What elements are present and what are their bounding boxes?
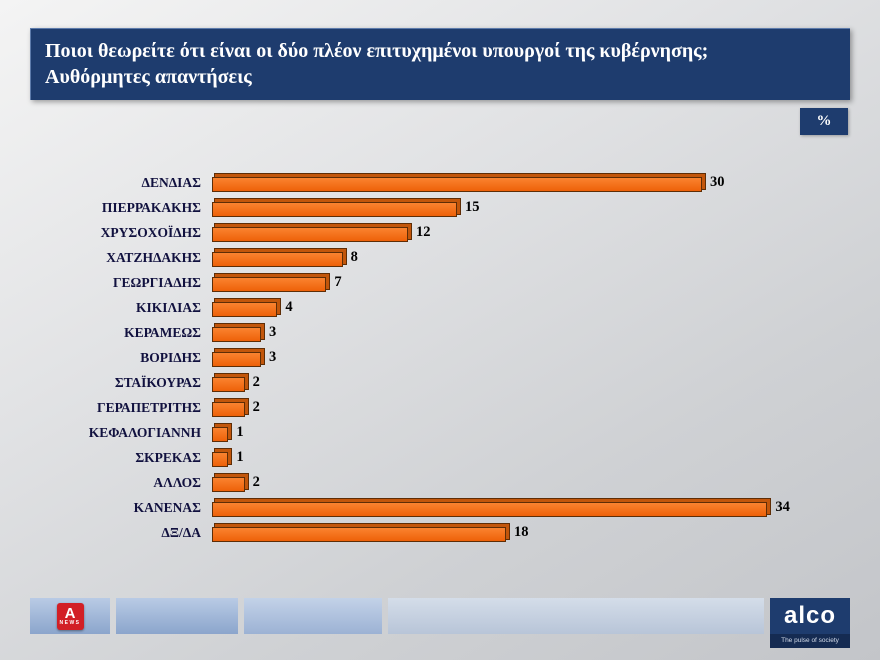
category-label: ΚΕΦΑΛΟΓΙΑΝΝΗ bbox=[88, 424, 201, 440]
bar-track: 12 bbox=[212, 220, 800, 245]
bar-track: 3 bbox=[212, 345, 800, 370]
bar bbox=[212, 276, 327, 292]
bar-track: 2 bbox=[212, 395, 800, 420]
chart-row: ΚΕΡΑΜΕΩΣ 3 bbox=[30, 320, 800, 345]
category-label: ΣΤΑΪΚΟΥΡΑΣ bbox=[114, 374, 201, 390]
category-label: ΚΙΚΙΛΙΑΣ bbox=[135, 299, 201, 315]
category-label: ΔΕΝΔΙΑΣ bbox=[141, 174, 201, 190]
alpha-logo-news-label: NEWS bbox=[59, 619, 81, 626]
chart-row: ΓΕΩΡΓΙΑΔΗΣ 7 bbox=[30, 270, 800, 295]
chart-row: ΚΙΚΙΛΙΑΣ 4 bbox=[30, 295, 800, 320]
value-label: 34 bbox=[775, 499, 790, 515]
bar-track: 18 bbox=[212, 520, 800, 545]
category-label: ΔΞ/ΔΑ bbox=[161, 524, 201, 540]
bar bbox=[212, 376, 245, 392]
bar bbox=[212, 451, 229, 467]
bar bbox=[212, 351, 261, 367]
footer-block-alpha: A NEWS bbox=[30, 598, 110, 634]
bar bbox=[212, 251, 343, 267]
bar-track: 30 bbox=[212, 170, 800, 195]
category-label: ΣΚΡΕΚΑΣ bbox=[135, 449, 201, 465]
bar bbox=[212, 476, 245, 492]
chart-row: ΔΞ/ΔΑ 18 bbox=[30, 520, 800, 545]
bar-track: 34 bbox=[212, 495, 800, 520]
bar bbox=[212, 401, 245, 417]
bar bbox=[212, 426, 229, 442]
value-label: 15 bbox=[465, 199, 480, 215]
percent-unit-badge: % bbox=[800, 108, 848, 135]
category-label: ΓΕΩΡΓΙΑΔΗΣ bbox=[112, 274, 201, 290]
value-label: 18 bbox=[514, 524, 529, 540]
chart-row: ΣΚΡΕΚΑΣ 1 bbox=[30, 445, 800, 470]
chart-row: ΠΙΕΡΡΑΚΑΚΗΣ 15 bbox=[30, 195, 800, 220]
chart-row: ΒΟΡΙΔΗΣ 3 bbox=[30, 345, 800, 370]
bar bbox=[212, 326, 261, 342]
chart-row: ΣΤΑΪΚΟΥΡΑΣ 2 bbox=[30, 370, 800, 395]
title-line-1: Ποιοι θεωρείτε ότι είναι οι δύο πλέον επ… bbox=[45, 40, 709, 62]
category-label: ΚΕΡΑΜΕΩΣ bbox=[124, 324, 201, 340]
value-label: 1 bbox=[236, 449, 244, 465]
footer-block-2 bbox=[116, 598, 238, 634]
bar bbox=[212, 201, 457, 217]
bar bbox=[212, 226, 408, 242]
footer-block-3 bbox=[244, 598, 382, 634]
bar bbox=[212, 526, 506, 542]
category-label: ΧΑΤΖΗΔΑΚΗΣ bbox=[106, 249, 201, 265]
value-label: 4 bbox=[285, 299, 293, 315]
alpha-logo-letter: A bbox=[64, 604, 76, 622]
bar-chart: ΔΕΝΔΙΑΣ 30 ΠΙΕΡΡΑΚΑΚΗΣ 15 ΧΡΥΣΟΧΟΪΔΗΣ 12 ΧΑΤΖΗ… bbox=[30, 170, 800, 545]
alco-logo: alco bbox=[783, 602, 837, 629]
bar-track: 1 bbox=[212, 420, 800, 445]
bar-track: 15 bbox=[212, 195, 800, 220]
chart-row: ΧΑΤΖΗΔΑΚΗΣ 8 bbox=[30, 245, 800, 270]
category-label: ΒΟΡΙΔΗΣ bbox=[140, 349, 201, 365]
value-label: 3 bbox=[269, 349, 277, 365]
category-label: ΑΛΛΟΣ bbox=[153, 474, 201, 490]
value-label: 12 bbox=[416, 224, 431, 240]
bar-track: 4 bbox=[212, 295, 800, 320]
alpha-news-logo: A NEWS bbox=[56, 602, 84, 630]
bar-track: 3 bbox=[212, 320, 800, 345]
bar-track: 8 bbox=[212, 245, 800, 270]
value-label: 3 bbox=[269, 324, 277, 340]
chart-row: ΑΛΛΟΣ 2 bbox=[30, 470, 800, 495]
value-label: 7 bbox=[334, 274, 342, 290]
bar-track: 7 bbox=[212, 270, 800, 295]
title-line-2: Αυθόρμητες απαντήσεις bbox=[45, 66, 252, 89]
chart-row: ΔΕΝΔΙΑΣ 30 bbox=[30, 170, 800, 195]
bar-track: 2 bbox=[212, 370, 800, 395]
value-label: 2 bbox=[252, 399, 260, 415]
bar-track: 2 bbox=[212, 470, 800, 495]
bar-chart-rows: ΔΕΝΔΙΑΣ 30 ΠΙΕΡΡΑΚΑΚΗΣ 15 ΧΡΥΣΟΧΟΪΔΗΣ 12 ΧΑΤΖΗ… bbox=[30, 170, 800, 545]
value-label: 1 bbox=[236, 424, 244, 440]
category-label: ΓΕΡΑΠΕΤΡΙΤΗΣ bbox=[97, 399, 201, 415]
chart-title-bar: Ποιοι θεωρείτε ότι είναι οι δύο πλέον επ… bbox=[30, 28, 850, 100]
bar-track: 1 bbox=[212, 445, 800, 470]
alco-logo-block: alco The pulse of society bbox=[770, 598, 850, 648]
chart-row: ΚΑΝΕΝΑΣ 34 bbox=[30, 495, 800, 520]
value-label: 2 bbox=[252, 374, 260, 390]
value-label: 8 bbox=[350, 249, 358, 265]
footer-strip: A NEWS alco The pulse of society bbox=[30, 598, 850, 648]
bar bbox=[212, 501, 768, 517]
value-label: 2 bbox=[252, 474, 260, 490]
category-label: ΧΡΥΣΟΧΟΪΔΗΣ bbox=[100, 224, 201, 240]
bar bbox=[212, 301, 278, 317]
bar bbox=[212, 176, 702, 192]
chart-row: ΧΡΥΣΟΧΟΪΔΗΣ 12 bbox=[30, 220, 800, 245]
chart-row: ΓΕΡΑΠΕΤΡΙΤΗΣ 2 bbox=[30, 395, 800, 420]
alco-tagline: The pulse of society bbox=[770, 634, 850, 648]
category-label: ΠΙΕΡΡΑΚΑΚΗΣ bbox=[101, 199, 201, 215]
chart-row: ΚΕΦΑΛΟΓΙΑΝΝΗ 1 bbox=[30, 420, 800, 445]
value-label: 30 bbox=[710, 174, 725, 190]
category-label: ΚΑΝΕΝΑΣ bbox=[133, 499, 201, 515]
footer-block-4 bbox=[388, 598, 764, 634]
